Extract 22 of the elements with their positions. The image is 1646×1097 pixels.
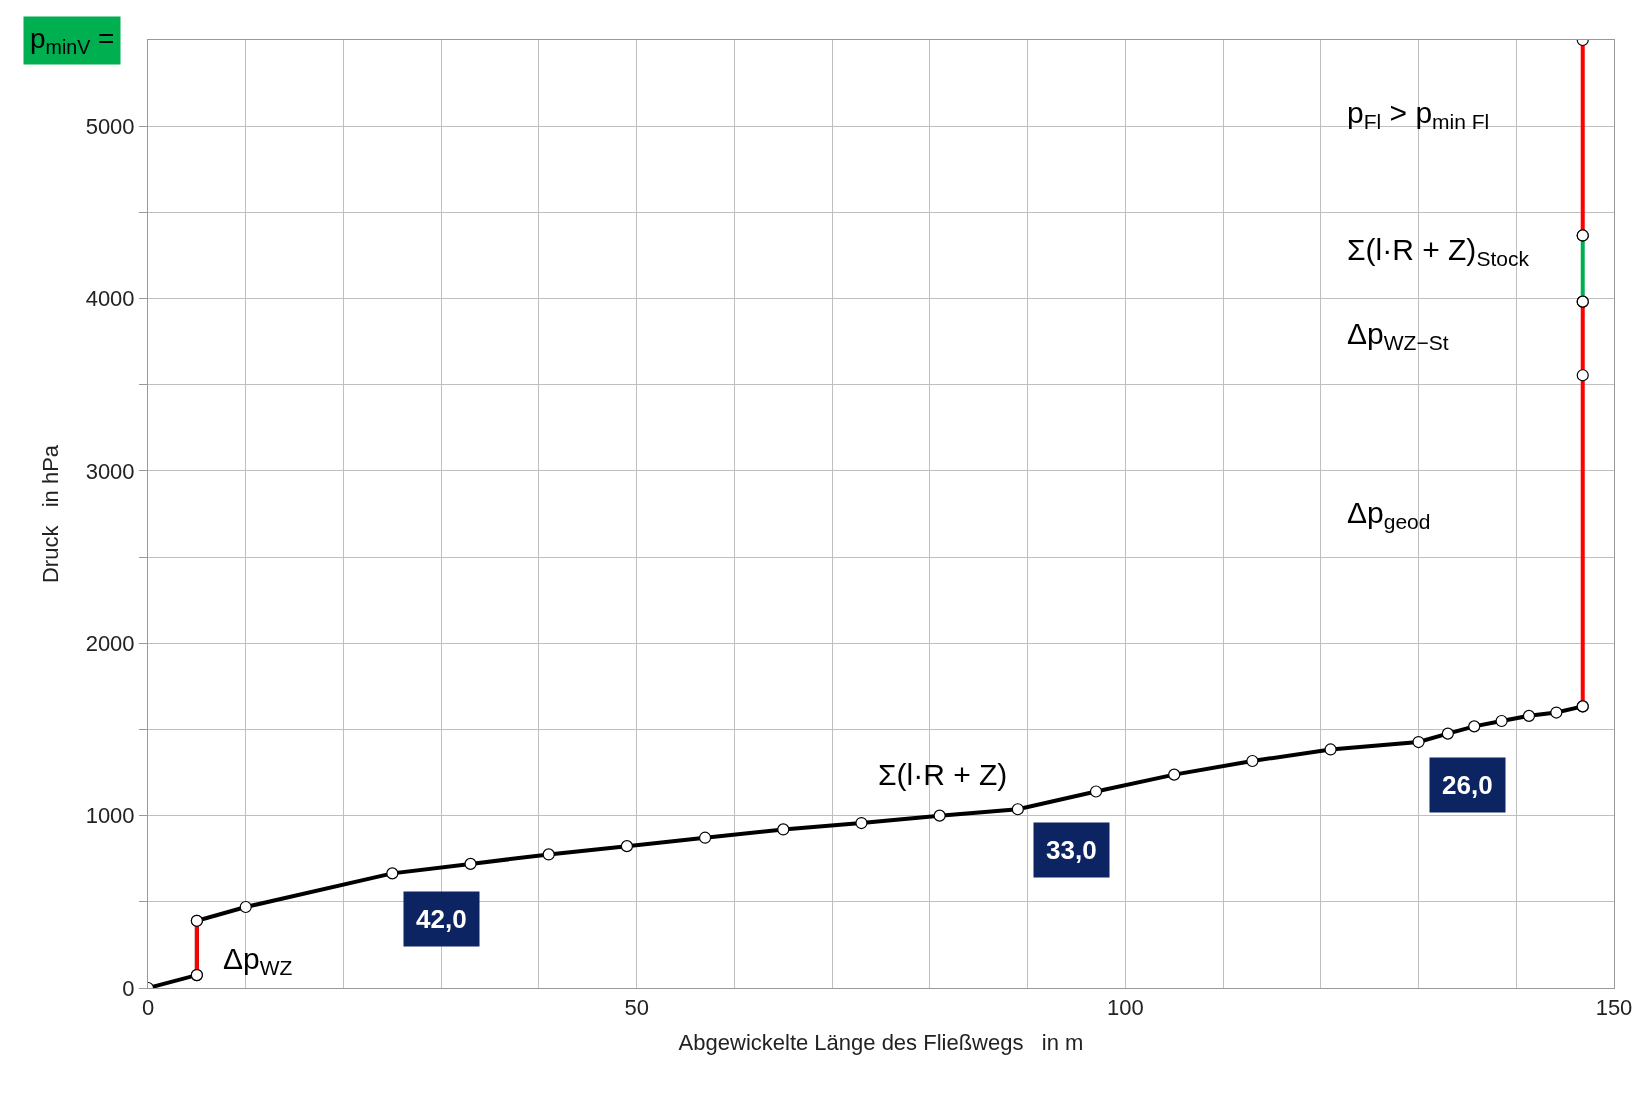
x-tick-label: 100 xyxy=(1106,995,1144,1021)
y-tick-label: 1000 xyxy=(85,803,135,829)
y-tick-label: 5000 xyxy=(85,113,135,139)
annotation: Δp$_{WZ−St}$ xyxy=(1347,317,1449,355)
annotation: 26,0 xyxy=(1442,770,1493,800)
x-tick-label: 50 xyxy=(624,995,649,1021)
annotation: Σ(l·R + Z)$_{Stock}$ xyxy=(1347,233,1530,271)
annotation: 42,0 xyxy=(416,904,467,934)
annotation: p$_{Fl}$ > p$_{min Fl}$ xyxy=(1347,96,1490,134)
y-tick-label: 2000 xyxy=(85,630,135,656)
annotation: 33,0 xyxy=(1046,835,1097,865)
y-tick-label: 3000 xyxy=(85,458,135,484)
annotation: Δp$_{WZ}$ xyxy=(223,942,293,980)
x-axis-title: Abgewickelte Länge des Fließwegs in m xyxy=(678,1030,1084,1056)
annotation: Σ(l·R + Z) xyxy=(878,758,1008,791)
y-axis-title: Druck in hPa xyxy=(38,444,64,584)
x-tick-label: 0 xyxy=(141,995,155,1021)
text: p$_{minV}$ = xyxy=(30,23,115,58)
x-tick-label: 150 xyxy=(1595,995,1633,1021)
y-tick-label: 4000 xyxy=(85,286,135,312)
annotation: Δp$_{geod}$ xyxy=(1347,496,1431,534)
y-tick-label: 0 xyxy=(122,975,135,1001)
